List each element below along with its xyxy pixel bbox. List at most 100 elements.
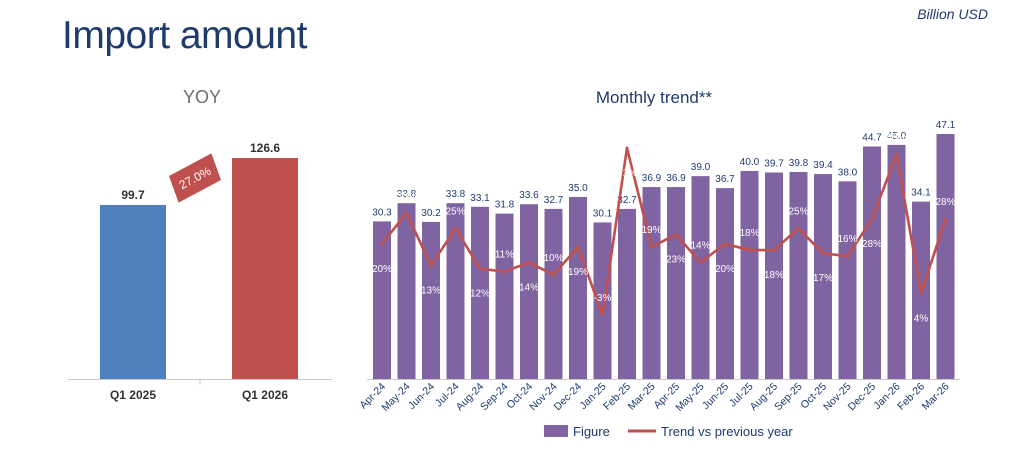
monthly-category-label: Jun-25 <box>700 381 731 412</box>
trend-value-label: 18% <box>764 270 784 281</box>
monthly-bar <box>422 221 440 379</box>
monthly-bar <box>520 204 538 379</box>
monthly-bar <box>765 172 783 379</box>
monthly-bar <box>887 144 906 379</box>
trend-point <box>478 267 482 271</box>
trend-value-label: -3% <box>594 293 612 304</box>
trend-value-label: 11% <box>495 250 514 261</box>
monthly-category-label: Sep-24 <box>478 381 511 414</box>
monthly-category-label: Mar-26 <box>920 381 952 413</box>
trend-point <box>601 313 604 317</box>
monthly-value-label: 30.1 <box>593 208 613 219</box>
monthly-value-label: 33.8 <box>446 189 466 200</box>
trend-point <box>527 260 531 264</box>
trend-value-label: 14% <box>519 282 539 293</box>
monthly-value-label: 47.1 <box>936 120 956 131</box>
trend-value-label: 16% <box>837 234 857 245</box>
monthly-category-label: Dec-24 <box>552 381 585 414</box>
yoy-bar-q1-2025 <box>100 204 166 379</box>
monthly-value-label: 38.0 <box>838 167 858 178</box>
yoy-category-label: Q1 2026 <box>242 388 288 402</box>
yoy-value-label: 126.6 <box>250 141 280 155</box>
monthly-value-label: 32.7 <box>544 195 564 206</box>
monthly-category-label: Sep-25 <box>772 381 805 414</box>
monthly-bar <box>569 196 587 379</box>
monthly-value-label: 36.7 <box>715 174 735 185</box>
trend-point <box>380 242 384 246</box>
trend-point <box>748 248 751 252</box>
trend-value-label: 12% <box>470 289 490 300</box>
monthly-value-label: 39.7 <box>764 158 784 169</box>
monthly-bar <box>495 213 514 379</box>
monthly-bar <box>740 170 759 379</box>
monthly-bar <box>373 221 391 379</box>
page-title: Import amount <box>62 14 307 57</box>
monthly-value-label: 36.9 <box>642 173 662 184</box>
monthly-bar <box>667 187 685 379</box>
monthly-category-label: Mar-25 <box>626 381 658 413</box>
monthly-value-label: 35.0 <box>568 183 588 194</box>
trend-value-label: 18% <box>739 228 759 239</box>
trend-value-label: 20% <box>372 264 392 275</box>
monthly-value-label: 33.1 <box>470 193 490 204</box>
yoy-change-badge-shape <box>169 153 221 203</box>
trend-value-label: 49% <box>886 132 906 143</box>
monthly-category-label: Dec-25 <box>846 381 879 414</box>
monthly-bar <box>471 206 489 379</box>
trend-point <box>870 217 874 221</box>
trend-point <box>797 226 800 230</box>
monthly-value-label: 44.7 <box>862 132 882 143</box>
monthly-value-label: 33.6 <box>519 190 539 201</box>
trend-value-label: 20% <box>715 264 735 275</box>
unit-label: Billion USD <box>917 6 988 22</box>
monthly-value-label: 45.0 <box>887 131 907 142</box>
trend-point <box>895 152 898 156</box>
legend-swatch-figure <box>544 425 568 437</box>
trend-point <box>821 251 825 255</box>
trend-value-label: 25% <box>445 206 465 217</box>
monthly-bar <box>814 174 832 379</box>
monthly-value-label: 32.7 <box>617 195 637 206</box>
monthly-value-label: 39.8 <box>789 158 809 169</box>
trend-point <box>944 217 947 221</box>
trend-point <box>503 270 506 274</box>
monthly-chart-title: Monthly trend** <box>596 88 713 107</box>
monthly-category-label: Jun-24 <box>406 381 437 412</box>
monthly-bar <box>863 146 881 379</box>
monthly-value-label: 34.1 <box>911 188 931 199</box>
yoy-change-badge: 27.0% <box>169 153 221 203</box>
monthly-bar <box>838 181 857 379</box>
trend-value-label: 19% <box>641 225 661 236</box>
monthly-value-label: 39.4 <box>813 160 833 171</box>
monthly-bar <box>936 134 955 379</box>
monthly-bar <box>544 208 563 379</box>
monthly-value-label: 33.8 <box>397 189 417 200</box>
monthly-value-label: 39.0 <box>691 162 711 173</box>
monthly-bar <box>446 203 465 379</box>
yoy-category-label: Q1 2025 <box>110 388 156 402</box>
trend-point <box>919 291 923 295</box>
trend-point <box>674 233 678 237</box>
trend-point <box>625 146 629 150</box>
monthly-bar <box>789 171 808 379</box>
monthly-bar <box>618 208 636 379</box>
trend-point <box>552 273 555 277</box>
trend-point <box>405 211 408 215</box>
trend-point <box>576 245 580 249</box>
monthly-value-label: 36.9 <box>666 173 686 184</box>
monthly-value-label: 40.0 <box>740 157 760 168</box>
trend-point <box>772 248 776 252</box>
trend-point <box>650 245 653 249</box>
trend-value-label: 13% <box>421 286 441 297</box>
monthly-value-label: 30.2 <box>421 208 441 219</box>
trend-value-label: 28% <box>862 239 882 250</box>
trend-value-label: 4% <box>914 313 929 324</box>
trend-value-label: 28% <box>935 197 955 208</box>
trend-value-label: 51% <box>617 168 637 179</box>
trend-point <box>429 264 433 268</box>
monthly-value-label: 31.8 <box>495 200 515 211</box>
monthly-bar <box>397 203 416 379</box>
trend-line <box>380 146 947 317</box>
legend-label-trend: Trend vs previous year <box>661 424 793 439</box>
